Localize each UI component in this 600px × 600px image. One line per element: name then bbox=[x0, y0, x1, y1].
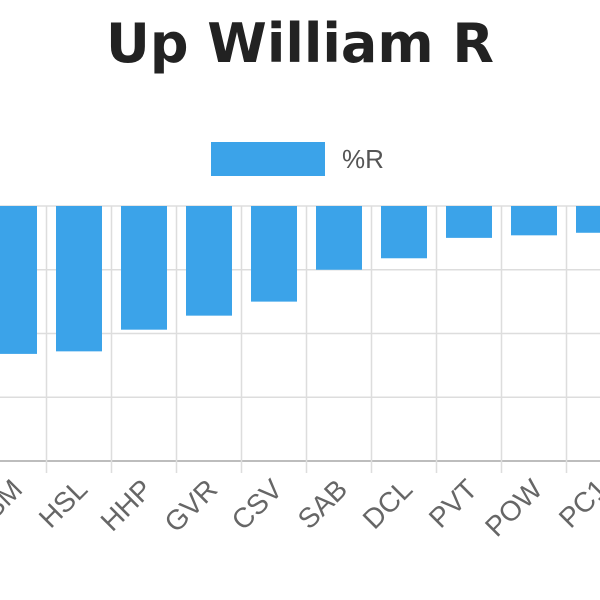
x-tick-label: GVR bbox=[158, 473, 223, 538]
bar-hsl bbox=[56, 206, 102, 352]
bar-dcl bbox=[381, 206, 427, 259]
bar-tsm bbox=[0, 206, 37, 354]
x-tick-label: POW bbox=[479, 473, 549, 543]
bar-hhp bbox=[121, 206, 167, 330]
legend-label: %R bbox=[342, 144, 384, 174]
x-tick-label: TSM bbox=[0, 473, 28, 537]
x-tick-label: PVT bbox=[423, 473, 483, 533]
legend-swatch bbox=[211, 142, 325, 176]
bars bbox=[0, 206, 600, 354]
bar-sab bbox=[316, 206, 362, 270]
x-tick-label: DCL bbox=[357, 473, 419, 535]
bar-pc1 bbox=[576, 206, 600, 233]
x-tick-label: CSV bbox=[226, 473, 289, 536]
bar-pvt bbox=[446, 206, 492, 238]
bar-csv bbox=[251, 206, 297, 302]
x-tick-label: HHP bbox=[95, 473, 159, 537]
legend: %R bbox=[0, 142, 600, 176]
chart-title: Up William R bbox=[106, 12, 494, 75]
x-tick-label: HSL bbox=[33, 473, 93, 533]
bar-gvr bbox=[186, 206, 232, 316]
x-tick-label: PC1 bbox=[553, 473, 600, 533]
x-tick-label: SAB bbox=[292, 473, 354, 535]
bar-pow bbox=[511, 206, 557, 236]
